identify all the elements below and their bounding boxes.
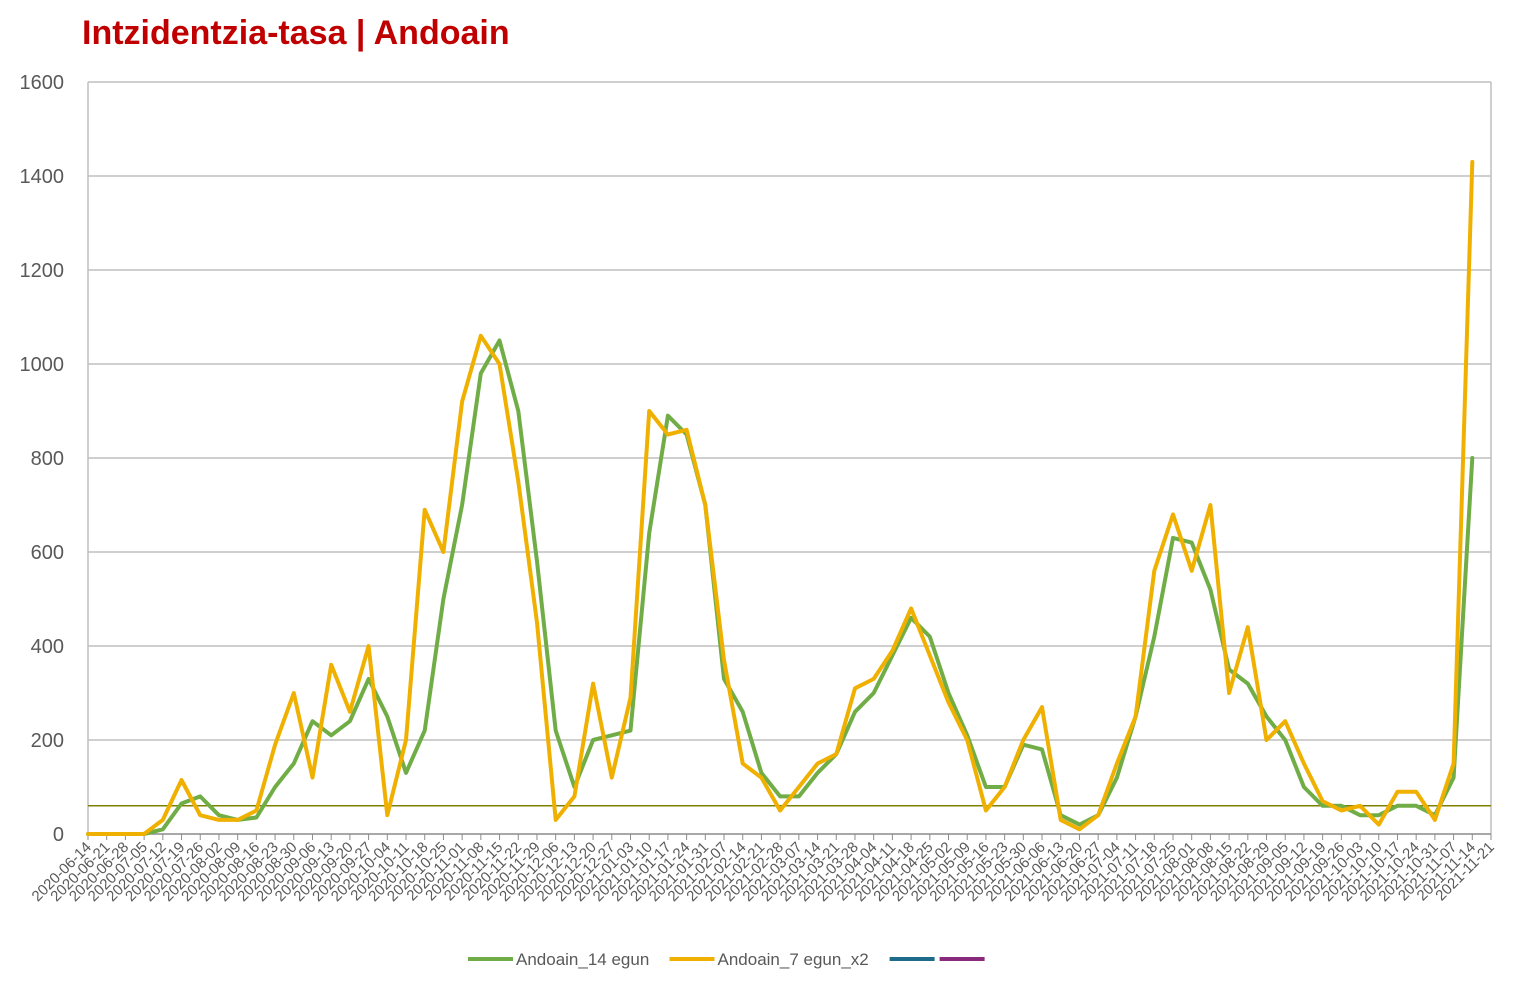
y-tick-label: 1200 xyxy=(20,260,65,282)
y-tick-label: 800 xyxy=(31,448,64,470)
series-lines xyxy=(86,159,1475,836)
gridlines xyxy=(88,81,1491,741)
series-line-1 xyxy=(86,159,1475,836)
legend-label-1: Andoain_7 egun_x2 xyxy=(718,950,869,969)
y-tick-label: 0 xyxy=(53,824,64,846)
y-tick-label: 200 xyxy=(31,730,64,752)
y-tick-label: 400 xyxy=(31,636,64,658)
y-tick-label: 1000 xyxy=(20,354,65,376)
y-axis-tick-labels: 0 200 400 600 800 1000 1200 1400 1600 xyxy=(20,72,65,846)
y-tick-label: 1600 xyxy=(20,72,65,94)
chart-title: Intzidentzia-tasa | Andoain xyxy=(82,14,510,52)
legend-label-0: Andoain_14 egun xyxy=(516,950,649,969)
y-tick-label: 1400 xyxy=(20,166,65,188)
x-axis-tick-labels: 2020-06-142020-06-212020-06-282020-07-05… xyxy=(29,839,1498,905)
axes xyxy=(87,82,1492,840)
y-tick-label: 600 xyxy=(31,542,64,564)
legend: Andoain_14 egun Andoain_7 egun_x2 xyxy=(468,950,985,969)
series-line-0 xyxy=(86,338,1475,836)
